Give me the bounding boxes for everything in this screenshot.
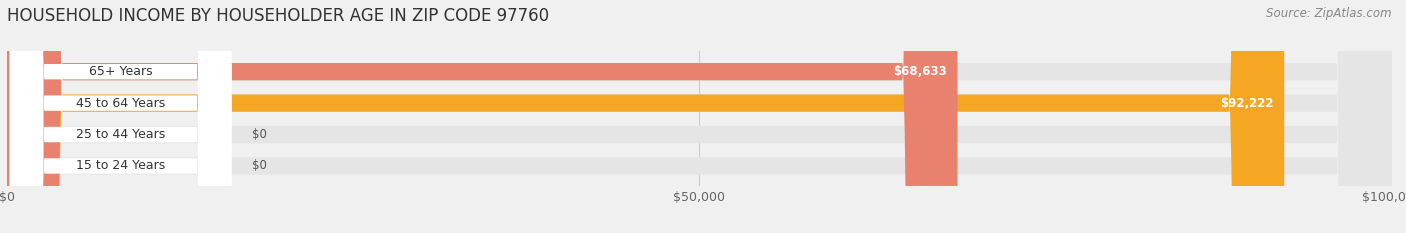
FancyBboxPatch shape [10, 0, 232, 233]
FancyBboxPatch shape [7, 0, 1284, 233]
Text: 45 to 64 Years: 45 to 64 Years [76, 97, 166, 110]
FancyBboxPatch shape [10, 0, 232, 233]
FancyBboxPatch shape [7, 0, 1392, 233]
FancyBboxPatch shape [7, 0, 1392, 233]
Text: 15 to 24 Years: 15 to 24 Years [76, 159, 166, 172]
Text: $92,222: $92,222 [1219, 97, 1274, 110]
FancyBboxPatch shape [7, 0, 38, 233]
FancyBboxPatch shape [7, 0, 1392, 233]
FancyBboxPatch shape [7, 0, 957, 233]
FancyBboxPatch shape [7, 0, 1392, 233]
Text: $68,633: $68,633 [893, 65, 946, 78]
Text: 65+ Years: 65+ Years [89, 65, 152, 78]
Text: 25 to 44 Years: 25 to 44 Years [76, 128, 166, 141]
FancyBboxPatch shape [7, 0, 38, 233]
Text: $0: $0 [252, 128, 267, 141]
Text: $0: $0 [252, 159, 267, 172]
Text: HOUSEHOLD INCOME BY HOUSEHOLDER AGE IN ZIP CODE 97760: HOUSEHOLD INCOME BY HOUSEHOLDER AGE IN Z… [7, 7, 550, 25]
FancyBboxPatch shape [10, 0, 232, 233]
Text: Source: ZipAtlas.com: Source: ZipAtlas.com [1267, 7, 1392, 20]
FancyBboxPatch shape [10, 0, 232, 233]
